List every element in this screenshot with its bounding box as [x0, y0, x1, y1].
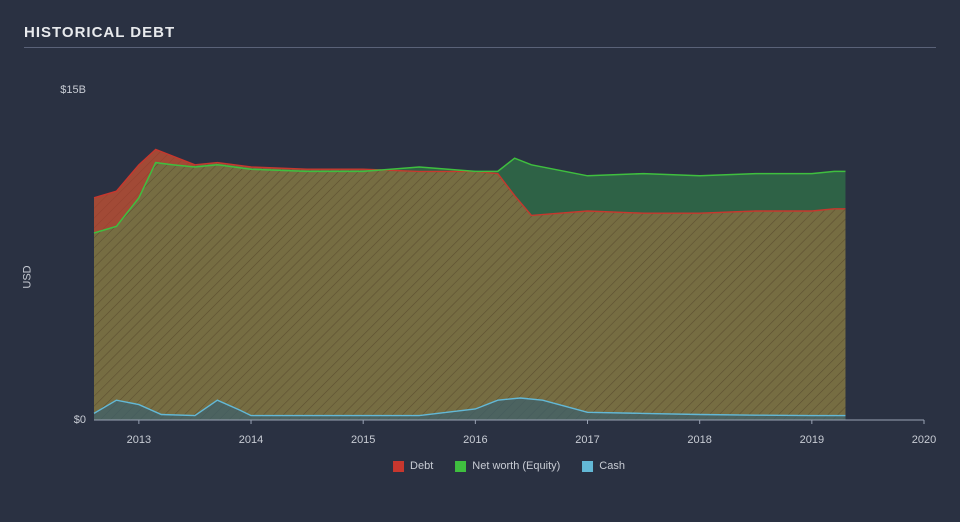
x-tick-label: 2017: [575, 434, 599, 446]
chart-svg: [24, 60, 934, 424]
plot-area: USD $0$15B201320142015201620172018201920…: [24, 60, 936, 494]
title-divider: [24, 47, 936, 48]
legend-label: Net worth (Equity): [472, 460, 560, 472]
legend-label: Debt: [410, 460, 433, 472]
x-tick-label: 2014: [239, 434, 263, 446]
legend-swatch-icon: [582, 461, 593, 472]
legend-swatch-icon: [455, 461, 466, 472]
x-tick-label: 2013: [127, 434, 151, 446]
legend-swatch-icon: [393, 461, 404, 472]
legend-item-cash: Cash: [582, 460, 625, 472]
x-tick-label: 2016: [463, 434, 487, 446]
legend-item-debt: Debt: [393, 460, 433, 472]
legend: Debt Net worth (Equity) Cash: [393, 460, 625, 472]
x-tick-label: 2018: [687, 434, 711, 446]
x-tick-label: 2020: [912, 434, 936, 446]
legend-label: Cash: [599, 460, 625, 472]
legend-item-equity: Net worth (Equity): [455, 460, 560, 472]
x-tick-label: 2019: [800, 434, 824, 446]
chart-title: HISTORICAL DEBT: [24, 24, 936, 41]
x-tick-label: 2015: [351, 434, 375, 446]
chart-card: HISTORICAL DEBT USD $0$15B20132014201520…: [24, 24, 936, 498]
